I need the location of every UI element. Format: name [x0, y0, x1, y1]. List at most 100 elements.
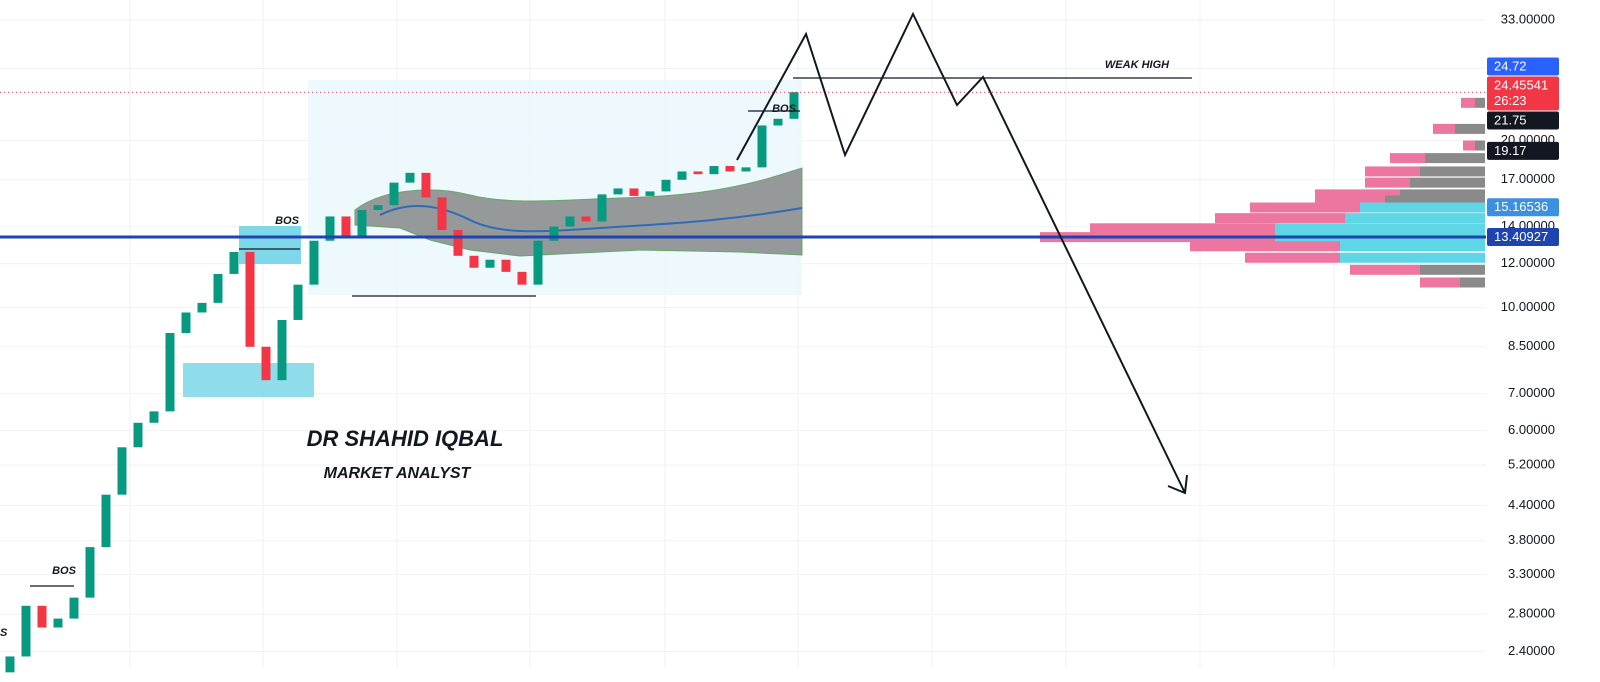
- profile-bar: [1360, 202, 1485, 213]
- profile-bar: [1460, 277, 1485, 288]
- profile-bar: [1475, 140, 1485, 151]
- candle-body: [325, 216, 335, 241]
- y-tick-label: 8.50000: [1508, 338, 1555, 353]
- candle-body: [245, 251, 255, 347]
- profile-bar: [1190, 241, 1340, 252]
- profile-bar: [1365, 166, 1420, 177]
- price-badge: [1487, 76, 1559, 111]
- profile-bar: [1475, 97, 1485, 108]
- price-badge-label: 13.40927: [1494, 229, 1548, 244]
- weak-high-label: WEAK HIGH: [1105, 59, 1170, 71]
- candle-body: [549, 226, 559, 241]
- y-tick-label: 2.80000: [1508, 606, 1555, 621]
- y-tick-label: 12.00000: [1501, 255, 1555, 270]
- profile-bar: [1315, 189, 1400, 200]
- y-tick-label: 33.00000: [1501, 11, 1555, 26]
- profile-bar: [1340, 241, 1485, 252]
- role: MARKET ANALYST: [324, 465, 472, 482]
- bos-label: BOS: [275, 215, 300, 227]
- candle-body: [709, 166, 719, 175]
- price-badge: [1487, 198, 1559, 217]
- candle-body: [389, 182, 399, 206]
- candle-body: [453, 230, 463, 256]
- candle-body: [181, 312, 191, 333]
- candle-body: [405, 172, 415, 183]
- price-badge-label: 15.16536: [1494, 199, 1548, 214]
- profile-bar: [1245, 252, 1340, 263]
- y-tick-label: 7.00000: [1508, 385, 1555, 400]
- profile-bar: [1455, 123, 1485, 134]
- profile-bar: [1461, 97, 1475, 108]
- y-tick-label: 4.40000: [1508, 497, 1555, 512]
- candle-body: [213, 273, 223, 303]
- candle-body: [485, 259, 495, 268]
- profile-bar: [1250, 202, 1360, 213]
- candle-body: [789, 92, 799, 119]
- y-tick-label: 6.00000: [1508, 422, 1555, 437]
- profile-bar: [1420, 277, 1460, 288]
- candle-body: [165, 332, 175, 412]
- candle-body: [629, 188, 639, 196]
- candles: [5, 92, 799, 673]
- candle-body: [597, 194, 607, 222]
- candle-body: [293, 284, 303, 320]
- candle-body: [677, 171, 687, 180]
- profile-bar: [1400, 189, 1485, 200]
- bos-label: BOS: [52, 565, 77, 577]
- y-tick-label: 3.30000: [1508, 566, 1555, 581]
- structure-lines: [30, 77, 1192, 587]
- y-tick-label: 10.00000: [1501, 299, 1555, 314]
- price-axis-labels: 33.0000027.0000020.0000017.0000014.00000…: [1501, 11, 1555, 657]
- bos-label: BOS: [772, 103, 797, 115]
- candle-body: [53, 618, 63, 628]
- price-badge-label: 21.75: [1494, 112, 1527, 127]
- profile-bar: [1315, 195, 1385, 206]
- candle-body: [277, 319, 287, 381]
- price-badge: [1487, 141, 1559, 160]
- profile-bar: [1463, 140, 1475, 151]
- profile-bar: [1365, 177, 1410, 188]
- candle-body: [5, 656, 15, 673]
- price-badge: [1487, 227, 1559, 246]
- projection-arrow: [736, 11, 1188, 495]
- candle-body: [661, 179, 671, 192]
- profile-bar: [1433, 123, 1455, 134]
- price-badge-label: 19.17: [1494, 143, 1527, 158]
- candle-body: [21, 605, 31, 657]
- price-badge-label: 24.45541: [1494, 77, 1548, 92]
- candle-body: [149, 411, 159, 423]
- candle-body: [725, 166, 735, 172]
- profile-bar: [1390, 153, 1425, 164]
- candle-body: [581, 216, 591, 222]
- candle-body: [309, 240, 319, 285]
- candle-body: [469, 255, 479, 268]
- candle-body: [437, 197, 447, 231]
- price-badge: [1487, 111, 1559, 130]
- y-tick-label: 17.00000: [1501, 171, 1555, 186]
- candle-body: [229, 251, 239, 274]
- candle-body: [645, 191, 655, 196]
- candle-body: [565, 216, 575, 227]
- profile-bar: [1410, 177, 1485, 188]
- candle-body: [421, 172, 431, 198]
- price-badge: [1487, 57, 1559, 76]
- candle-body: [133, 422, 143, 448]
- candle-body: [501, 259, 511, 272]
- candle-body: [613, 188, 623, 195]
- candle-body: [37, 605, 47, 628]
- bos-label: S: [0, 627, 8, 639]
- candle-body: [69, 597, 79, 619]
- candle-body: [757, 125, 767, 168]
- profile-bar: [1420, 264, 1485, 275]
- profile-bar: [1420, 166, 1485, 177]
- candle-body: [517, 271, 527, 285]
- y-tick-label: 5.20000: [1508, 457, 1555, 472]
- candle-body: [773, 118, 783, 126]
- candle-body: [85, 547, 95, 598]
- candle-body: [373, 205, 383, 210]
- candle-body: [197, 302, 207, 313]
- order-block: [183, 363, 314, 397]
- candle-body: [533, 240, 543, 285]
- y-tick-label: 3.80000: [1508, 532, 1555, 547]
- profile-bar: [1215, 213, 1345, 224]
